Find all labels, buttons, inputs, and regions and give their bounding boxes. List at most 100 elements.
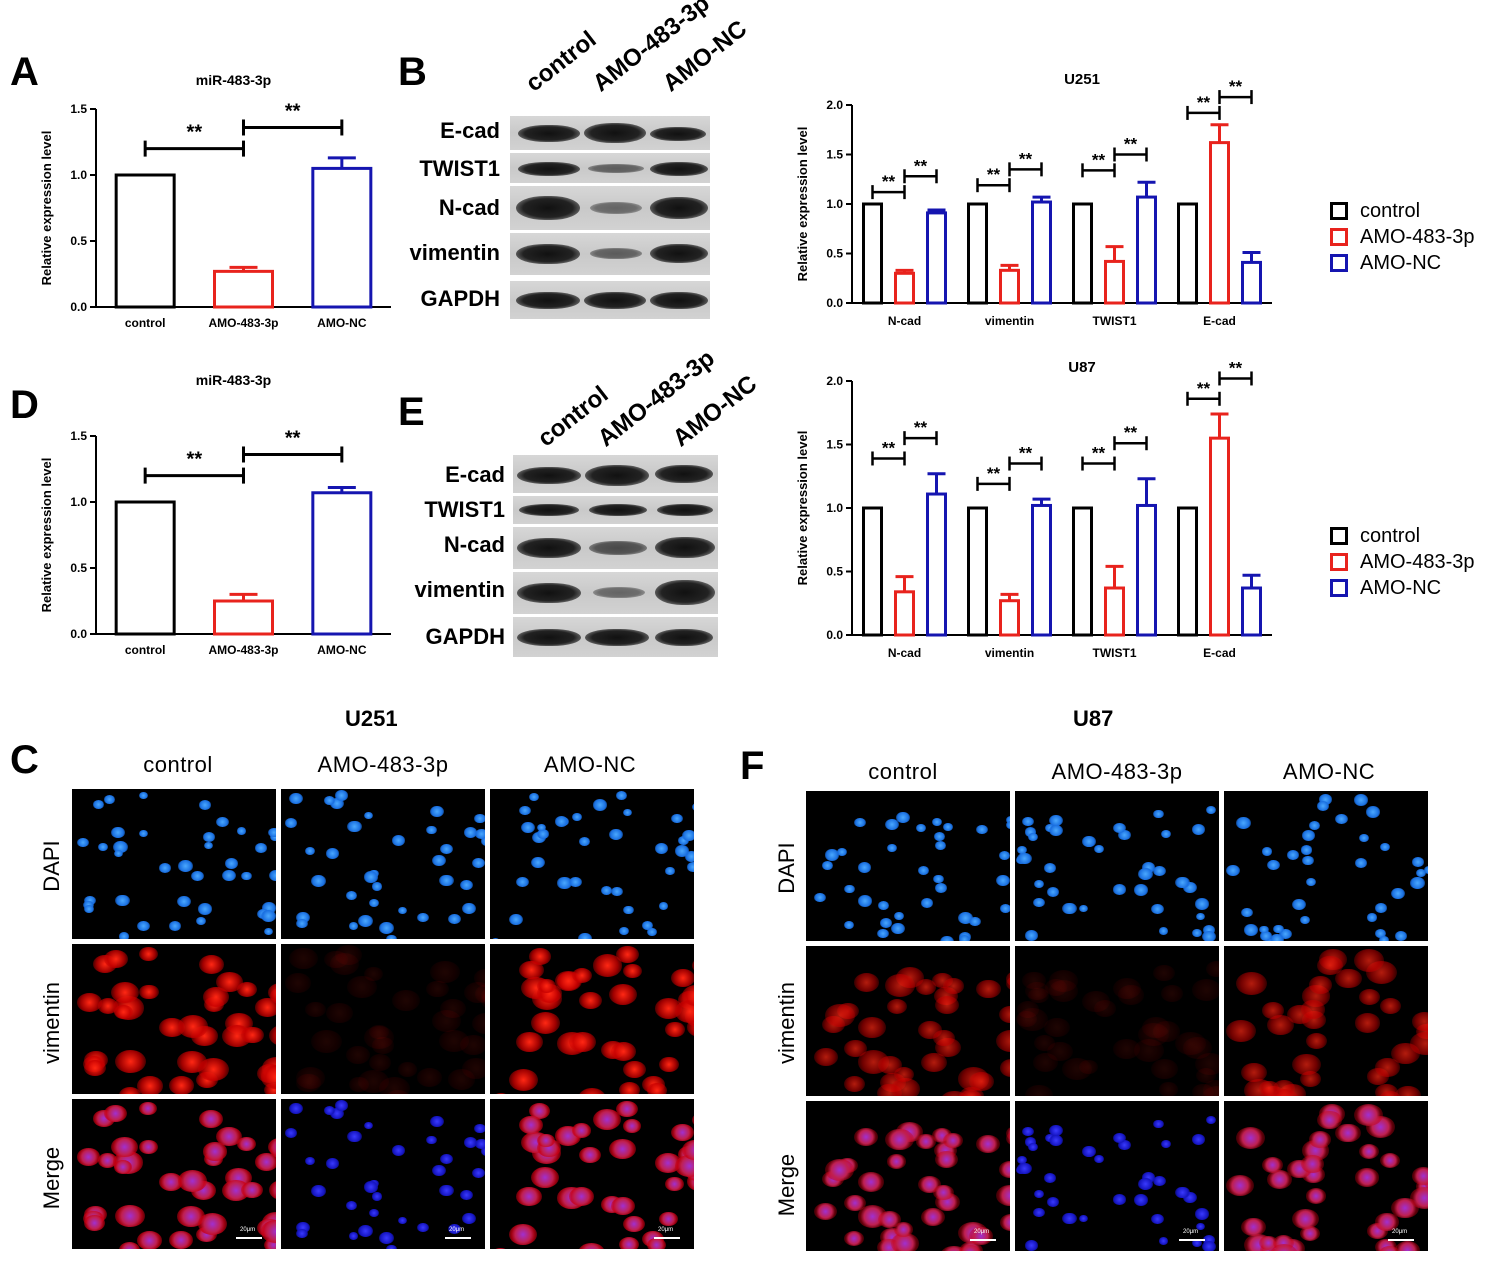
- x-tick-label: E-cad: [1203, 646, 1236, 660]
- x-tick-label: AMO-NC: [317, 316, 367, 330]
- cell-nucleus: [610, 1196, 635, 1215]
- cell-nucleus: [137, 1076, 164, 1094]
- cell-nucleus: [138, 791, 148, 800]
- cell-nucleus: [1151, 1058, 1179, 1080]
- cell-nucleus: [1412, 1167, 1428, 1185]
- if-col-label: AMO-483-3p: [1051, 759, 1183, 784]
- cell-nucleus: [462, 903, 476, 914]
- cell-nucleus: [1236, 972, 1267, 996]
- cell-nucleus: [296, 911, 310, 923]
- cell-nucleus: [518, 1115, 543, 1134]
- cell-nucleus: [1195, 1067, 1217, 1084]
- cell-nucleus: [1195, 1208, 1210, 1220]
- cell-nucleus: [386, 934, 398, 939]
- cell-nucleus: [363, 811, 373, 820]
- cell-nucleus: [329, 1107, 344, 1119]
- cell-nucleus: [1379, 1245, 1400, 1251]
- cell-nucleus: [296, 1228, 309, 1239]
- cell-nucleus: [1205, 805, 1216, 815]
- cell-nucleus: [178, 1015, 209, 1039]
- cell-nucleus: [311, 875, 326, 888]
- scale-bar: [970, 1239, 996, 1241]
- cell-nucleus: [1195, 1222, 1206, 1231]
- cell-nucleus: [509, 1068, 539, 1091]
- cell-nucleus: [877, 901, 890, 911]
- cell-nucleus: [1226, 1019, 1256, 1043]
- cell-nucleus: [671, 1124, 694, 1142]
- cell-nucleus: [459, 1034, 485, 1056]
- cell-nucleus: [329, 952, 360, 975]
- bar: [114, 173, 176, 309]
- if-row-label: Merge: [774, 1153, 799, 1217]
- cell-nucleus: [1025, 1085, 1053, 1096]
- cell-nucleus: [324, 950, 348, 969]
- cell-nucleus: [1016, 1007, 1048, 1031]
- cell-nucleus: [681, 829, 694, 841]
- blot-strip-gapdh: [513, 617, 718, 657]
- cell-nucleus: [934, 1150, 959, 1169]
- sig-label: **: [1124, 135, 1138, 154]
- cell-nucleus: [463, 827, 478, 838]
- cell-nucleus: [1415, 868, 1426, 877]
- row-label: vimentin: [414, 577, 505, 602]
- cell-nucleus: [1046, 1041, 1073, 1062]
- cell-nucleus: [1078, 1214, 1088, 1222]
- cell-nucleus: [1032, 897, 1045, 908]
- cell-nucleus: [398, 907, 408, 915]
- x-tick-label: AMO-483-3p: [208, 643, 278, 657]
- cell-nucleus: [284, 817, 298, 828]
- cell-nucleus: [814, 1048, 839, 1067]
- bar: [1072, 506, 1093, 637]
- cell-nucleus: [654, 1153, 681, 1173]
- cell-nucleus: [1022, 1126, 1034, 1136]
- scale-bar: [1179, 1239, 1205, 1241]
- cell-nucleus: [975, 1134, 1000, 1153]
- cell-nucleus: [824, 849, 840, 861]
- cell-nucleus: [1412, 1012, 1428, 1031]
- cell-nucleus: [1308, 821, 1320, 831]
- cell-nucleus: [1391, 887, 1405, 899]
- cell-nucleus: [654, 843, 668, 854]
- cell-nucleus: [1078, 1059, 1098, 1074]
- cell-nucleus: [1354, 1168, 1380, 1187]
- row-label: TWIST1: [419, 156, 500, 181]
- cell-nucleus: [537, 829, 550, 839]
- cell-nucleus: [197, 1057, 229, 1081]
- blot-strip-ncad: [513, 527, 718, 569]
- sig-label: **: [285, 100, 301, 122]
- cell-nucleus: [609, 1139, 637, 1160]
- cell-nucleus: [138, 1101, 158, 1116]
- cell-nucleus: [1153, 809, 1164, 819]
- cell-nucleus: [1175, 876, 1190, 889]
- cell-nucleus: [113, 1159, 133, 1174]
- y-axis-label: Relative expression level: [795, 431, 810, 586]
- western-blot-e: control AMO-483-3p AMO-NC E-cad TWIST1 N…: [400, 345, 762, 670]
- cell-nucleus: [623, 1060, 647, 1078]
- sig-label: **: [1197, 379, 1211, 398]
- cell-nucleus: [1259, 925, 1269, 934]
- cell-nucleus: [311, 1185, 326, 1198]
- bar: [1031, 200, 1052, 305]
- cell-nucleus: [416, 1222, 429, 1233]
- cell-nucleus: [474, 983, 485, 1005]
- cell-nucleus: [416, 1067, 443, 1087]
- if-title-u87: U87: [1073, 706, 1114, 731]
- cell-nucleus: [1062, 902, 1077, 915]
- cell-nucleus: [1353, 1104, 1383, 1126]
- micrograph-dapi-0: [72, 789, 276, 939]
- scale-bar: [236, 1237, 262, 1239]
- cell-nucleus: [1138, 1177, 1153, 1190]
- cell-nucleus: [1093, 999, 1117, 1017]
- scale-bar-label: 20μm: [1183, 1229, 1199, 1235]
- cell-nucleus: [111, 1136, 139, 1157]
- cell-nucleus: [569, 1032, 596, 1053]
- legend-swatch: [1330, 527, 1348, 545]
- panel-letter-b: B: [398, 50, 427, 94]
- cell-nucleus: [618, 1081, 641, 1094]
- cell-nucleus: [289, 947, 319, 970]
- cell-nucleus: [490, 1248, 511, 1249]
- cell-nucleus: [853, 1127, 878, 1146]
- legend-swatch: [1330, 202, 1348, 220]
- cell-nucleus: [335, 1100, 348, 1111]
- cell-nucleus: [1112, 822, 1126, 834]
